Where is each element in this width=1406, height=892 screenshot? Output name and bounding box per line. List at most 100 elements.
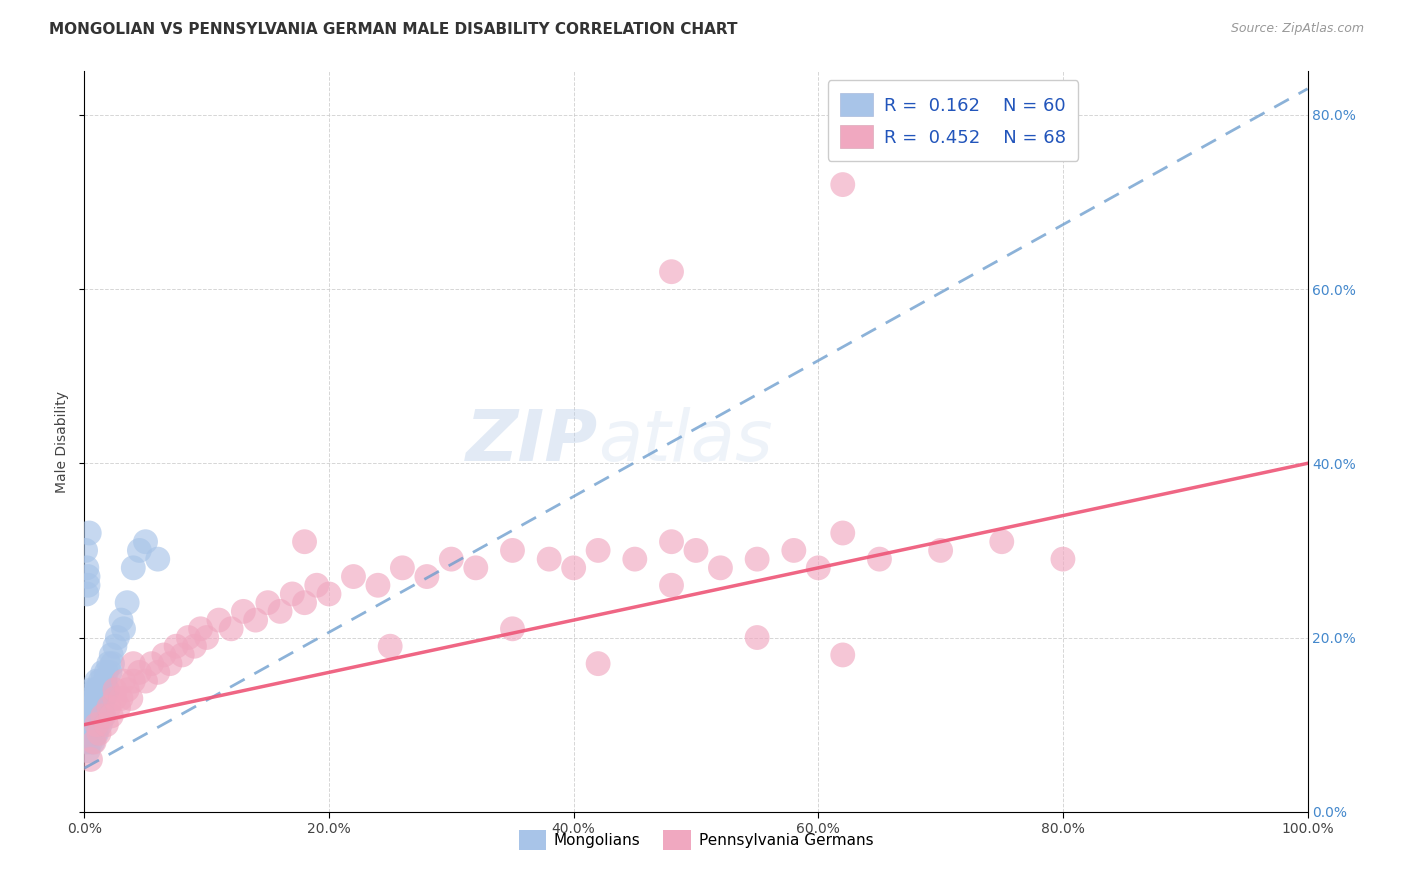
Point xyxy=(97,657,120,671)
Point xyxy=(84,726,107,740)
Point xyxy=(77,726,100,740)
Point xyxy=(97,682,120,697)
Point xyxy=(77,578,100,592)
Point xyxy=(661,534,683,549)
Point xyxy=(128,543,150,558)
Point xyxy=(661,578,683,592)
Point xyxy=(110,691,132,706)
Point xyxy=(195,631,218,645)
Point xyxy=(115,682,138,697)
Point xyxy=(77,709,100,723)
Point xyxy=(97,700,120,714)
Point xyxy=(98,665,121,680)
Point xyxy=(831,178,853,192)
Point xyxy=(869,552,891,566)
Point xyxy=(86,717,108,731)
Point xyxy=(281,587,304,601)
Point xyxy=(82,700,104,714)
Point xyxy=(502,543,524,558)
Point xyxy=(783,543,806,558)
Point xyxy=(77,569,100,583)
Point xyxy=(101,657,124,671)
Point xyxy=(91,709,114,723)
Point xyxy=(77,700,100,714)
Point xyxy=(172,648,194,662)
Point xyxy=(257,596,280,610)
Point xyxy=(90,700,112,714)
Point xyxy=(83,735,105,749)
Point xyxy=(747,631,769,645)
Point xyxy=(89,674,111,689)
Point xyxy=(83,709,105,723)
Point xyxy=(245,613,267,627)
Point xyxy=(661,265,683,279)
Point xyxy=(177,631,200,645)
Point xyxy=(82,717,104,731)
Point xyxy=(128,665,150,680)
Point xyxy=(96,665,118,680)
Point xyxy=(112,622,135,636)
Point xyxy=(135,534,157,549)
Point xyxy=(91,665,114,680)
Point xyxy=(100,648,122,662)
Point xyxy=(104,682,127,697)
Point xyxy=(100,709,122,723)
Point xyxy=(93,709,115,723)
Point xyxy=(367,578,389,592)
Point xyxy=(79,752,101,766)
Point xyxy=(416,569,439,583)
Point xyxy=(342,569,364,583)
Point xyxy=(77,526,100,541)
Point xyxy=(165,639,187,653)
Point xyxy=(76,561,98,575)
Point xyxy=(269,604,291,618)
Point xyxy=(84,682,107,697)
Point xyxy=(110,613,132,627)
Point xyxy=(115,596,138,610)
Point xyxy=(86,674,108,689)
Point xyxy=(80,709,103,723)
Point xyxy=(91,682,114,697)
Point xyxy=(107,700,129,714)
Point xyxy=(112,674,135,689)
Text: MONGOLIAN VS PENNSYLVANIA GERMAN MALE DISABILITY CORRELATION CHART: MONGOLIAN VS PENNSYLVANIA GERMAN MALE DI… xyxy=(49,22,738,37)
Point xyxy=(141,657,163,671)
Point xyxy=(624,552,647,566)
Point xyxy=(120,691,142,706)
Point xyxy=(747,552,769,566)
Point xyxy=(562,561,585,575)
Point xyxy=(807,561,830,575)
Point xyxy=(79,735,101,749)
Point xyxy=(831,648,853,662)
Point xyxy=(159,657,181,671)
Point xyxy=(219,622,242,636)
Point xyxy=(380,639,402,653)
Point xyxy=(190,622,212,636)
Point xyxy=(87,682,110,697)
Point xyxy=(77,744,100,758)
Point xyxy=(80,726,103,740)
Point xyxy=(391,561,413,575)
Point xyxy=(991,534,1014,549)
Point xyxy=(146,552,169,566)
Point xyxy=(86,709,108,723)
Point xyxy=(146,665,169,680)
Point xyxy=(105,631,128,645)
Point xyxy=(79,717,101,731)
Point xyxy=(929,543,952,558)
Point xyxy=(1052,552,1074,566)
Y-axis label: Male Disability: Male Disability xyxy=(55,391,69,492)
Point xyxy=(208,613,231,627)
Point xyxy=(96,717,118,731)
Point xyxy=(86,726,108,740)
Text: atlas: atlas xyxy=(598,407,773,476)
Point xyxy=(87,726,110,740)
Text: ZIP: ZIP xyxy=(465,407,598,476)
Point xyxy=(76,587,98,601)
Point xyxy=(79,691,101,706)
Point xyxy=(464,561,486,575)
Point xyxy=(538,552,561,566)
Point xyxy=(586,657,609,671)
Point xyxy=(440,552,463,566)
Point xyxy=(709,561,731,575)
